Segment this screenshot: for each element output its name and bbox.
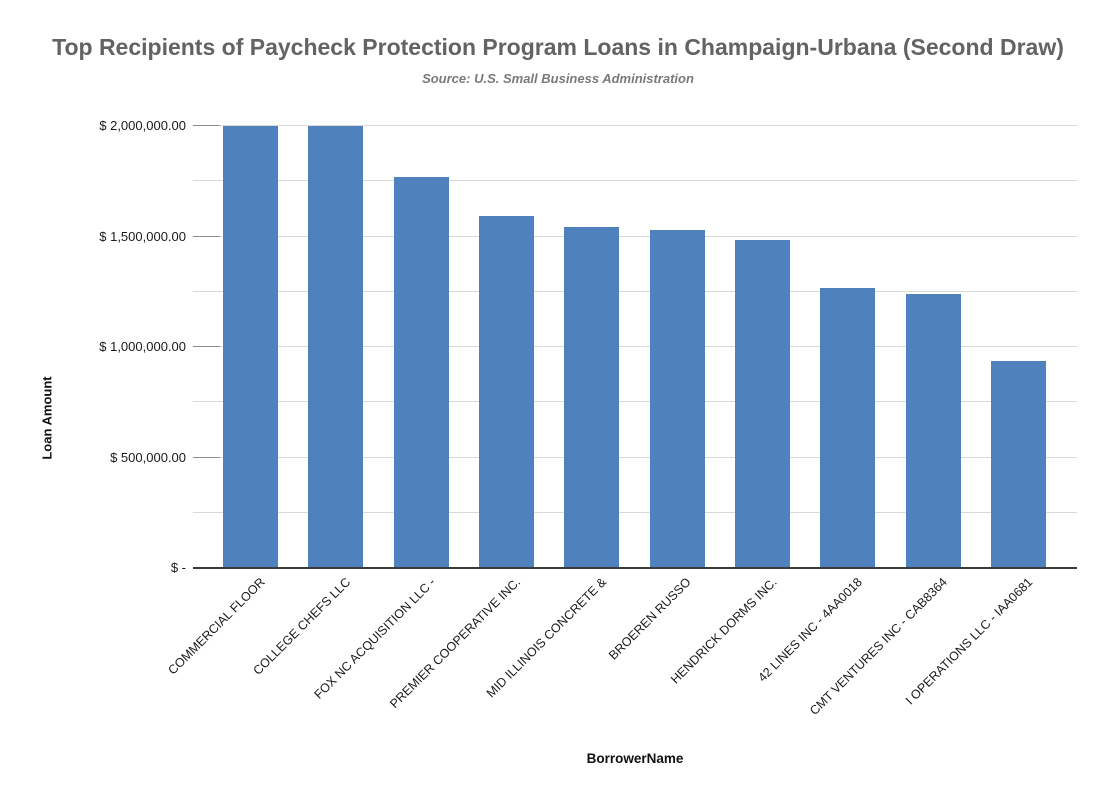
gridline xyxy=(193,235,1077,237)
gridline xyxy=(193,346,1077,347)
gridline xyxy=(193,456,1077,458)
bar xyxy=(308,126,364,568)
bar xyxy=(649,229,705,568)
y-axis-tick-label: $ 500,000.00 xyxy=(110,449,186,465)
bar xyxy=(223,126,278,568)
y-axis-tick-label: $ - xyxy=(170,560,186,575)
x-axis-line xyxy=(193,567,1077,569)
x-axis-tick-label: COMMERCIAL FLOOR xyxy=(165,575,268,678)
bar xyxy=(991,361,1046,568)
bar xyxy=(393,176,449,568)
y-axis-tick-label: $ 1,500,000.00 xyxy=(99,228,186,244)
plot-area xyxy=(193,125,1077,569)
y-axis-tick-label: $ 1,000,000.00 xyxy=(99,339,186,354)
y-axis-major-tick xyxy=(193,346,220,347)
gridline xyxy=(193,290,1077,292)
x-axis-tick-label: CMT VENTURES INC - CAB8364 xyxy=(807,575,951,718)
gridline xyxy=(193,511,1077,513)
bar xyxy=(479,215,534,568)
gridline xyxy=(193,401,1077,403)
y-axis-major-tick xyxy=(193,456,220,458)
bar xyxy=(735,239,790,568)
bar xyxy=(905,294,961,568)
bar xyxy=(820,288,876,568)
y-axis-major-tick xyxy=(193,235,220,237)
y-axis-title: Loan Amount xyxy=(39,376,55,460)
y-axis-tick-label: $ 2,000,000.00 xyxy=(99,118,186,133)
chart-subtitle: Source: U.S. Small Business Administrati… xyxy=(422,71,694,86)
bar xyxy=(564,226,620,568)
x-axis-title: BorrowerName xyxy=(586,751,684,766)
chart-title: Top Recipients of Paycheck Protection Pr… xyxy=(52,34,1064,60)
gridline xyxy=(193,180,1077,182)
x-axis-tick-label: COLLEGE CHEFS LLC xyxy=(249,575,353,678)
y-axis-major-tick xyxy=(193,125,220,126)
x-axis-tick-label: BROEREN RUSSO xyxy=(606,575,695,663)
gridline xyxy=(193,125,1077,126)
